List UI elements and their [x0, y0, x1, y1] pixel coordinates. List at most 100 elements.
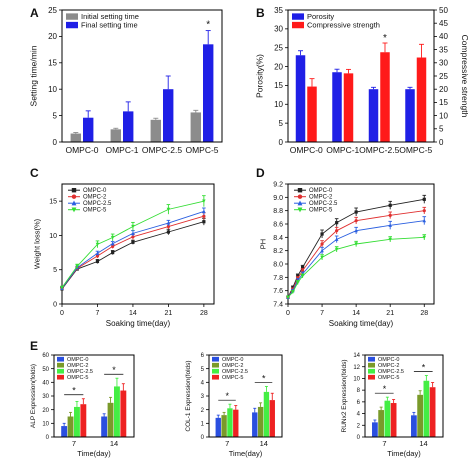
- panel-e3-bar: [411, 415, 417, 437]
- panel-b-legend-swatch: [292, 13, 304, 20]
- panel-e2-x-axis-label: Time(day): [229, 449, 263, 458]
- panel-c-left-axis-label: Weight loss(%): [33, 218, 42, 269]
- panel-e3-legend-label: OMPC-0: [378, 357, 399, 363]
- panel-c-chart: 0 7 14 21 28 Soaking time(day) 0 5 10 15 Weight lo…: [33, 183, 215, 328]
- panel-c-data-point: [75, 264, 79, 269]
- panel-d-data-point: [291, 290, 295, 294]
- panel-b-left-tick-label: 20: [274, 62, 283, 71]
- panel-a-legend-label: Initial setting time: [81, 12, 139, 21]
- panel-a-significance-mark: *: [206, 20, 210, 31]
- panel-e3-left-tick-label: 12: [353, 365, 360, 371]
- panel-e1-left-tick-label: 20: [42, 408, 49, 414]
- panel-e1-bar: [107, 402, 114, 437]
- panel-d-legend-label: OMPC-2: [309, 195, 333, 201]
- panel-d-left-tick-label: 8.8: [273, 208, 283, 215]
- panel-c-left-tick-label: 15: [49, 199, 57, 206]
- panel-b-left-tick-label: 10: [274, 100, 283, 109]
- panel-e2-left-tick-label: 3: [201, 394, 205, 400]
- panel-d-left-tick-label: 8.4: [273, 235, 283, 242]
- panel-c-data-point: [166, 230, 170, 234]
- panel-c-data-point: [166, 221, 171, 225]
- panel-e1-bar: [80, 404, 87, 437]
- panel-a-category-label: OMPC-2.5: [142, 145, 182, 155]
- panel-b-right-tick-label: 0: [439, 138, 444, 147]
- panel-d-data-point: [388, 203, 392, 207]
- panel-e1-left-tick-label: 50: [42, 367, 49, 373]
- panel-b-right-tick-label: 15: [439, 98, 448, 107]
- panel-e1-bar: [120, 390, 127, 437]
- panel-e1-left-tick-label: 40: [42, 380, 49, 386]
- panel-b-category-label: OMPC-5: [399, 145, 432, 155]
- panel-e2-bar: [257, 406, 264, 437]
- panel-d-x-tick-label: 28: [420, 310, 428, 317]
- panel-e1-legend-label: OMPC-2.5: [67, 369, 93, 375]
- panel-e1-chart: 7 14 * * 0 10 20 30 40 50 60 ALP Expression(folds) T…: [30, 353, 135, 458]
- panel-e1-left-tick-label: 10: [42, 421, 49, 427]
- panel-c-data-point: [131, 224, 135, 229]
- panel-e1-left-axis-label: ALP Expression(folds): [30, 364, 37, 428]
- panel-label-c: C: [30, 166, 39, 180]
- panel-e3-significance-mark: *: [383, 384, 387, 394]
- panel-d-left-tick-label: 8.6: [273, 221, 283, 228]
- panel-a-bar: [70, 133, 81, 142]
- panel-d-data-point: [320, 242, 324, 246]
- panel-e1-legend-swatch: [57, 356, 64, 362]
- panel-c-x-axis-label: Soaking time(day): [106, 319, 171, 328]
- panel-e3-legend-swatch: [368, 368, 375, 374]
- panel-c-data-point: [131, 235, 135, 239]
- panel-e3-left-axis-label: RUNx2 Expression(folds): [341, 360, 348, 433]
- panel-b-left-tick-label: 15: [274, 81, 283, 90]
- panel-e3-bar: [417, 394, 424, 437]
- panel-e2-significance-mark: *: [225, 391, 229, 401]
- panel-e2-legend-swatch: [212, 368, 219, 374]
- panel-b-right-tick-label: 25: [439, 72, 448, 81]
- panel-c-legend-marker: [71, 200, 77, 206]
- panel-e3-bar: [372, 422, 378, 437]
- panel-c-x-tick-label: 21: [165, 310, 173, 317]
- panel-d-left-tick-label: 7.8: [273, 275, 283, 282]
- panel-e2-bar: [227, 408, 233, 437]
- panel-e1-significance-mark: *: [112, 365, 116, 375]
- panel-e3-bar: [378, 410, 385, 437]
- panel-label-a: A: [30, 6, 39, 20]
- panel-a-bar: [190, 112, 201, 142]
- panel-e3-bar: [390, 403, 397, 437]
- panel-a-legend-swatch: [66, 21, 78, 29]
- panel-c-left-tick-label: 5: [53, 267, 57, 274]
- panel-c-legend-marker: [71, 188, 77, 193]
- panel-b-right-tick-label: 30: [439, 59, 448, 68]
- panel-e1-left-tick-label: 60: [42, 353, 49, 359]
- panel-c-data-point: [131, 240, 135, 244]
- panel-b-bar: [416, 57, 427, 142]
- panel-e2-legend-swatch: [212, 362, 219, 368]
- panel-a-bar: [110, 129, 121, 142]
- panel-c-x-tick-label: 28: [200, 310, 208, 317]
- panel-a-category-label: OMPC-1: [105, 145, 138, 155]
- panel-e3-chart: 7 14 * * 0 2 4 6 8 10 12 14 RUNx2 Expression(folds) T…: [341, 353, 444, 458]
- panel-c-data-point: [202, 209, 206, 214]
- panel-d-data-point: [388, 237, 392, 242]
- panel-b-right-tick-label: 10: [439, 111, 448, 120]
- panel-e3-legend-label: OMPC-2: [378, 363, 399, 369]
- panel-c-data-point: [95, 254, 100, 258]
- panel-e3-left-tick-label: 2: [357, 423, 361, 429]
- panel-e2-legend-label: OMPC-2.5: [222, 369, 248, 375]
- panel-c-data-point: [95, 251, 100, 255]
- panel-d-legend-label: OMPC-2.5: [309, 201, 338, 207]
- panel-d-legend-label: OMPC-5: [309, 208, 333, 214]
- panel-e1-bar: [101, 416, 108, 437]
- panel-e1-left-tick-label: 30: [42, 394, 49, 400]
- panel-c-data-point: [95, 259, 100, 264]
- panel-b-left-axis-label: Porosity(%): [254, 54, 264, 98]
- panel-e1-bar: [61, 426, 68, 437]
- panel-e2-legend-swatch: [212, 356, 219, 362]
- panel-c-x-tick-label: 7: [96, 310, 100, 317]
- panel-d-data-point: [388, 213, 392, 217]
- panel-d-data-point: [334, 237, 339, 241]
- panel-e3-legend-label: OMPC-2.5: [378, 369, 404, 375]
- panel-d-legend-marker: [297, 194, 303, 199]
- panel-d-left-axis-label: PH: [259, 239, 268, 249]
- panel-d-data-point: [422, 197, 426, 201]
- panel-a-bar: [163, 89, 174, 142]
- panel-e2-left-tick-label: 6: [201, 353, 205, 359]
